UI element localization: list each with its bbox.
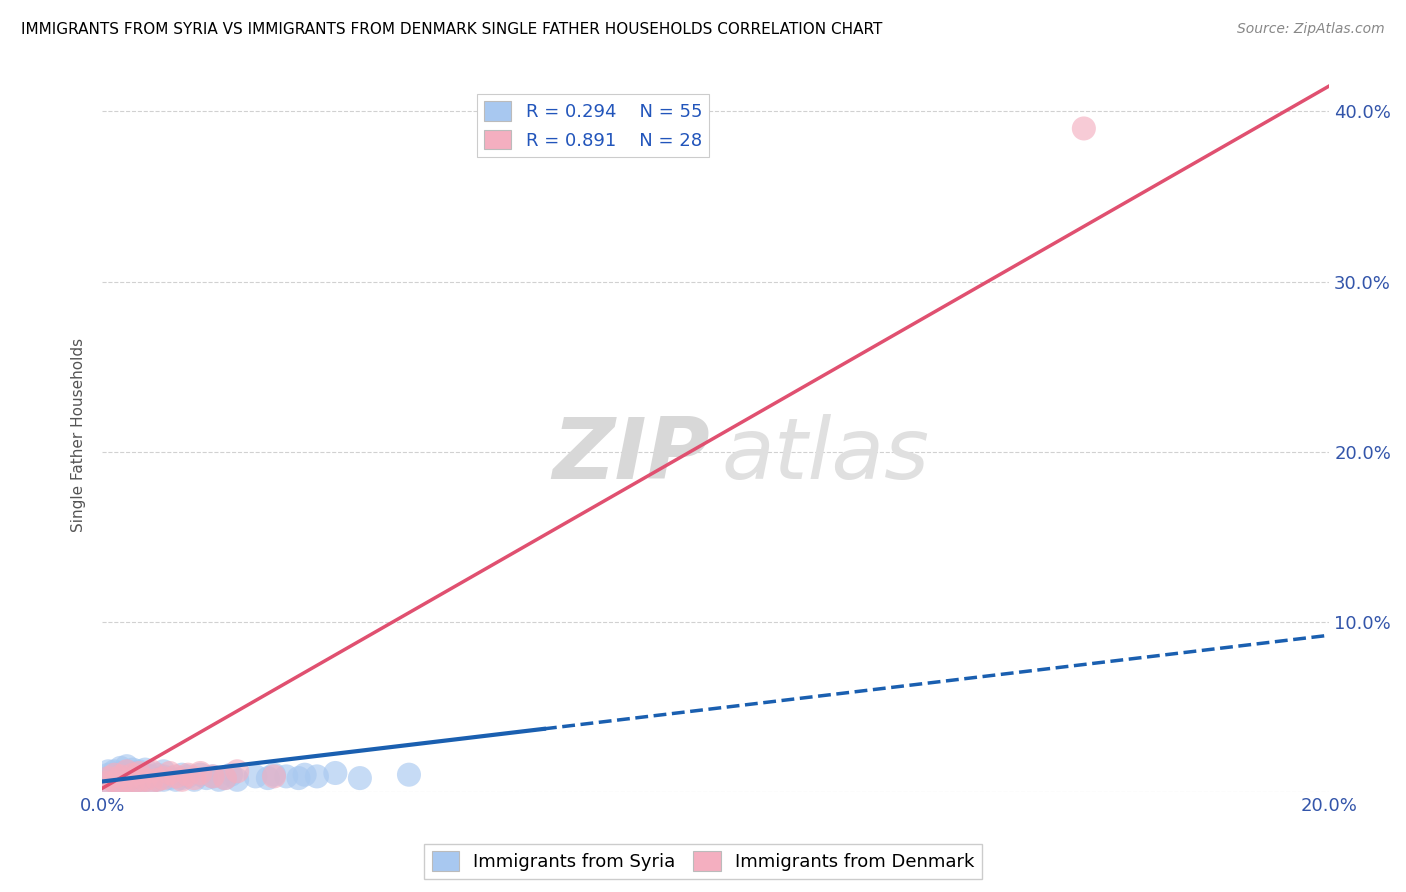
Point	[159, 766, 181, 780]
Point	[110, 766, 132, 780]
Point	[226, 764, 249, 779]
Point	[122, 771, 145, 785]
Point	[152, 764, 174, 779]
Point	[152, 772, 174, 787]
Point	[170, 771, 193, 785]
Point	[245, 769, 267, 783]
Point	[141, 774, 163, 789]
Point	[115, 759, 138, 773]
Point	[263, 769, 285, 783]
Legend: R = 0.294    N = 55, R = 0.891    N = 28: R = 0.294 N = 55, R = 0.891 N = 28	[477, 94, 709, 157]
Point	[97, 764, 120, 779]
Point	[165, 769, 187, 783]
Point	[159, 771, 181, 785]
Point	[190, 766, 212, 780]
Point	[115, 774, 138, 789]
Point	[398, 767, 420, 781]
Point	[170, 772, 193, 787]
Text: atlas: atlas	[721, 415, 929, 498]
Point	[214, 771, 236, 785]
Point	[115, 764, 138, 779]
Point	[219, 767, 242, 781]
Point	[141, 764, 163, 779]
Point	[115, 769, 138, 783]
Point	[152, 769, 174, 783]
Point	[146, 767, 169, 781]
Point	[134, 767, 156, 781]
Legend: Immigrants from Syria, Immigrants from Denmark: Immigrants from Syria, Immigrants from D…	[425, 844, 981, 879]
Point	[115, 774, 138, 789]
Point	[122, 776, 145, 790]
Point	[349, 771, 371, 785]
Point	[110, 769, 132, 783]
Point	[103, 767, 125, 781]
Point	[152, 771, 174, 785]
Point	[103, 774, 125, 789]
Text: IMMIGRANTS FROM SYRIA VS IMMIGRANTS FROM DENMARK SINGLE FATHER HOUSEHOLDS CORREL: IMMIGRANTS FROM SYRIA VS IMMIGRANTS FROM…	[21, 22, 883, 37]
Point	[128, 774, 150, 789]
Point	[94, 776, 117, 790]
Point	[305, 769, 328, 783]
Point	[97, 771, 120, 785]
Point	[208, 772, 231, 787]
Point	[146, 772, 169, 787]
Point	[177, 769, 200, 783]
Point	[97, 767, 120, 781]
Point	[128, 766, 150, 780]
Point	[276, 769, 298, 783]
Point	[325, 766, 347, 780]
Point	[146, 772, 169, 787]
Point	[128, 774, 150, 789]
Point	[1073, 121, 1095, 136]
Point	[103, 764, 125, 779]
Point	[134, 763, 156, 777]
Point	[110, 771, 132, 785]
Point	[141, 774, 163, 789]
Point	[122, 776, 145, 790]
Point	[134, 772, 156, 787]
Point	[110, 776, 132, 790]
Point	[183, 772, 205, 787]
Point	[128, 764, 150, 779]
Y-axis label: Single Father Households: Single Father Households	[72, 337, 86, 532]
Point	[170, 767, 193, 781]
Text: Source: ZipAtlas.com: Source: ZipAtlas.com	[1237, 22, 1385, 37]
Point	[110, 776, 132, 790]
Point	[201, 769, 224, 783]
Point	[226, 772, 249, 787]
Point	[103, 769, 125, 783]
Point	[294, 767, 316, 781]
Point	[214, 771, 236, 785]
Point	[190, 767, 212, 781]
Point	[110, 761, 132, 775]
Point	[122, 767, 145, 781]
Point	[94, 776, 117, 790]
Point	[201, 769, 224, 783]
Point	[257, 771, 280, 785]
Point	[103, 774, 125, 789]
Point	[287, 771, 309, 785]
Point	[115, 764, 138, 779]
Point	[97, 771, 120, 785]
Point	[195, 771, 218, 785]
Point	[177, 767, 200, 781]
Point	[134, 772, 156, 787]
Point	[122, 766, 145, 780]
Point	[141, 769, 163, 783]
Point	[128, 769, 150, 783]
Point	[263, 767, 285, 781]
Point	[122, 763, 145, 777]
Point	[165, 772, 187, 787]
Point	[183, 771, 205, 785]
Text: ZIP: ZIP	[553, 415, 710, 498]
